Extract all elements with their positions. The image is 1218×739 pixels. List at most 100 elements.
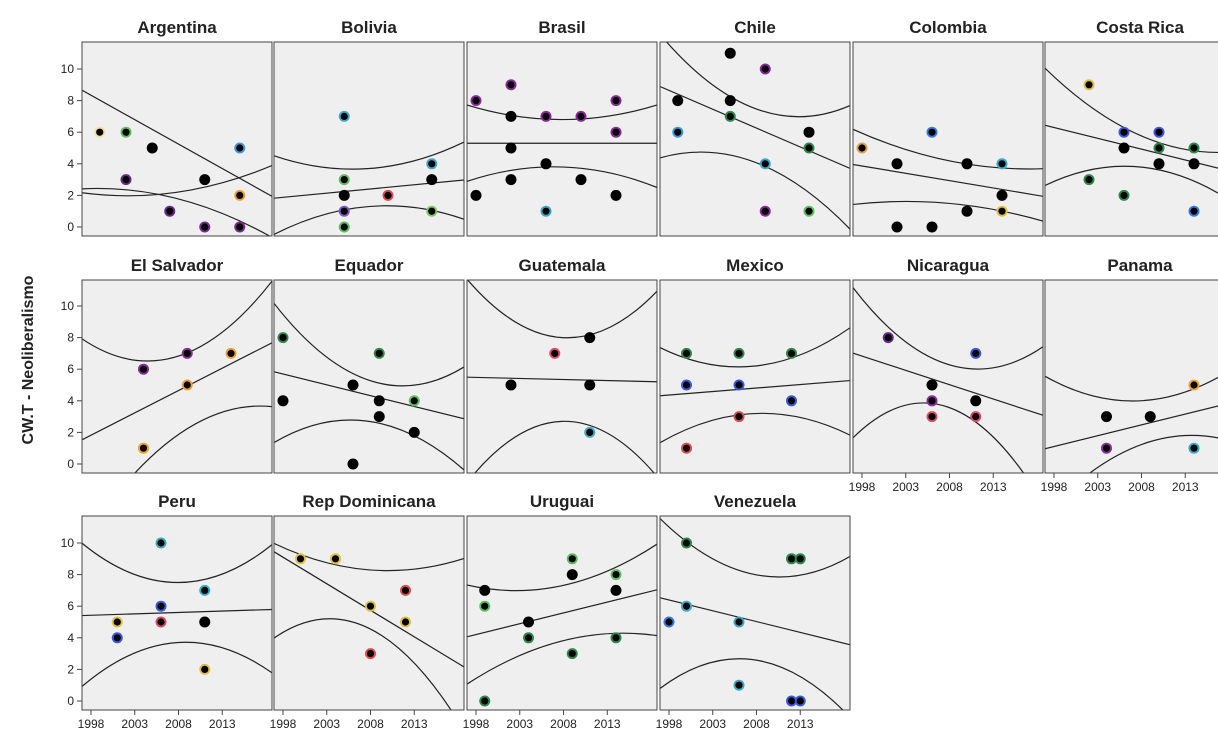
data-point bbox=[735, 381, 743, 389]
data-point bbox=[507, 381, 515, 389]
panel-frame bbox=[273, 279, 465, 474]
data-point bbox=[542, 207, 550, 215]
lower-confidence-band bbox=[1088, 434, 1218, 473]
data-point bbox=[735, 618, 743, 626]
y-tick-label: 10 bbox=[61, 62, 75, 76]
data-point bbox=[612, 571, 620, 579]
upper-confidence-band bbox=[665, 42, 850, 118]
data-point bbox=[612, 191, 620, 199]
panel-peru: Peru 0 2 4 6 8 10 1998 2003 2008 2013 bbox=[61, 492, 273, 731]
data-point bbox=[201, 665, 209, 674]
fit-line bbox=[1045, 124, 1218, 169]
panel-background bbox=[274, 516, 464, 710]
panel-background bbox=[660, 280, 850, 473]
y-tick-label: 4 bbox=[67, 631, 74, 645]
data-point bbox=[1155, 128, 1163, 136]
data-point bbox=[726, 112, 734, 120]
y-tick-label: 2 bbox=[67, 662, 74, 676]
upper-confidence-band bbox=[274, 302, 464, 387]
fit-line bbox=[853, 163, 1043, 197]
data-point bbox=[331, 555, 340, 563]
y-tick-label: 8 bbox=[67, 568, 74, 582]
fit-lines bbox=[467, 280, 657, 473]
panel-frame bbox=[659, 41, 851, 237]
data-point bbox=[279, 397, 287, 405]
data-point bbox=[735, 413, 743, 421]
panel-panama: Panama 1998 2003 2008 2013 bbox=[1041, 256, 1218, 494]
data-point bbox=[139, 365, 148, 373]
x-tick-label: 1998 bbox=[270, 717, 297, 731]
panel-frame bbox=[466, 279, 658, 474]
x-tick-label: 2008 bbox=[1128, 480, 1155, 494]
y-tick-label: 0 bbox=[67, 220, 74, 234]
data-point bbox=[375, 397, 383, 405]
data-point bbox=[586, 428, 594, 436]
data-point bbox=[586, 381, 594, 389]
x-tick-label: 2013 bbox=[787, 717, 814, 731]
x-tick-label: 2008 bbox=[357, 717, 384, 731]
x-tick-label: 1998 bbox=[1041, 480, 1068, 494]
panel-mexico: Mexico bbox=[659, 256, 851, 474]
panel-frame bbox=[273, 515, 465, 711]
data-point bbox=[805, 207, 813, 215]
data-point bbox=[1190, 160, 1198, 168]
upper-confidence-band bbox=[82, 542, 272, 584]
data-points bbox=[338, 110, 438, 233]
panel-frame bbox=[659, 279, 851, 474]
panel-nicaragua: Nicaragua 1998 2003 2008 2013 bbox=[849, 256, 1044, 494]
fit-lines bbox=[660, 42, 850, 231]
y-tick-label: 6 bbox=[67, 362, 74, 376]
panel-title: Peru bbox=[158, 492, 196, 511]
fit-lines bbox=[274, 302, 464, 471]
y-tick-label: 10 bbox=[61, 536, 75, 550]
data-points bbox=[672, 47, 815, 217]
data-points bbox=[882, 332, 982, 423]
data-points bbox=[470, 79, 622, 217]
data-points bbox=[94, 126, 246, 233]
data-point bbox=[481, 697, 489, 705]
y-tick-label: 10 bbox=[61, 299, 75, 313]
data-point bbox=[568, 555, 576, 563]
data-point bbox=[1120, 144, 1128, 152]
data-point bbox=[612, 97, 620, 105]
x-tick-label: 2008 bbox=[936, 480, 963, 494]
data-point bbox=[481, 586, 489, 595]
data-point bbox=[122, 176, 130, 184]
data-point bbox=[366, 650, 375, 658]
data-point bbox=[183, 349, 191, 357]
data-point bbox=[682, 349, 691, 357]
data-point bbox=[1120, 191, 1128, 199]
upper-confidence-band bbox=[467, 104, 657, 121]
panel-el-salvador: El Salvador 0 2 4 6 8 10 bbox=[61, 256, 273, 474]
y-tick-label: 4 bbox=[67, 394, 74, 408]
data-points bbox=[138, 347, 237, 454]
data-point bbox=[375, 413, 383, 421]
data-point bbox=[340, 191, 348, 199]
x-tick-label: 1998 bbox=[656, 717, 683, 731]
panel-title: Argentina bbox=[137, 18, 217, 37]
x-tick-label: 2008 bbox=[743, 717, 770, 731]
y-axis-label: CW.T - Neoliberalismo bbox=[20, 275, 37, 444]
panel-title: Colombia bbox=[909, 18, 987, 37]
panel-frame bbox=[852, 279, 1044, 474]
fit-lines bbox=[82, 542, 272, 688]
panel-title: Guatemala bbox=[519, 256, 606, 275]
y-tick-label: 6 bbox=[67, 125, 74, 139]
data-point bbox=[805, 144, 813, 152]
panel-title: Panama bbox=[1107, 256, 1173, 275]
data-point bbox=[472, 97, 480, 105]
y-tick-label: 0 bbox=[67, 457, 74, 471]
panel-background bbox=[467, 280, 657, 473]
data-points bbox=[681, 347, 797, 454]
panel-grid: Argentina 0 2 4 6 8 10 Bolivia Brasil Chile Colomb… bbox=[61, 18, 1218, 731]
data-point bbox=[428, 160, 436, 168]
data-point bbox=[157, 618, 165, 626]
fit-lines bbox=[853, 286, 1043, 473]
lower-confidence-band bbox=[660, 412, 850, 444]
data-point bbox=[524, 634, 533, 642]
data-points bbox=[277, 332, 420, 470]
panel-background bbox=[274, 42, 464, 236]
lower-confidence-band bbox=[660, 658, 844, 710]
data-point bbox=[928, 223, 936, 231]
lower-confidence-band bbox=[274, 618, 452, 710]
